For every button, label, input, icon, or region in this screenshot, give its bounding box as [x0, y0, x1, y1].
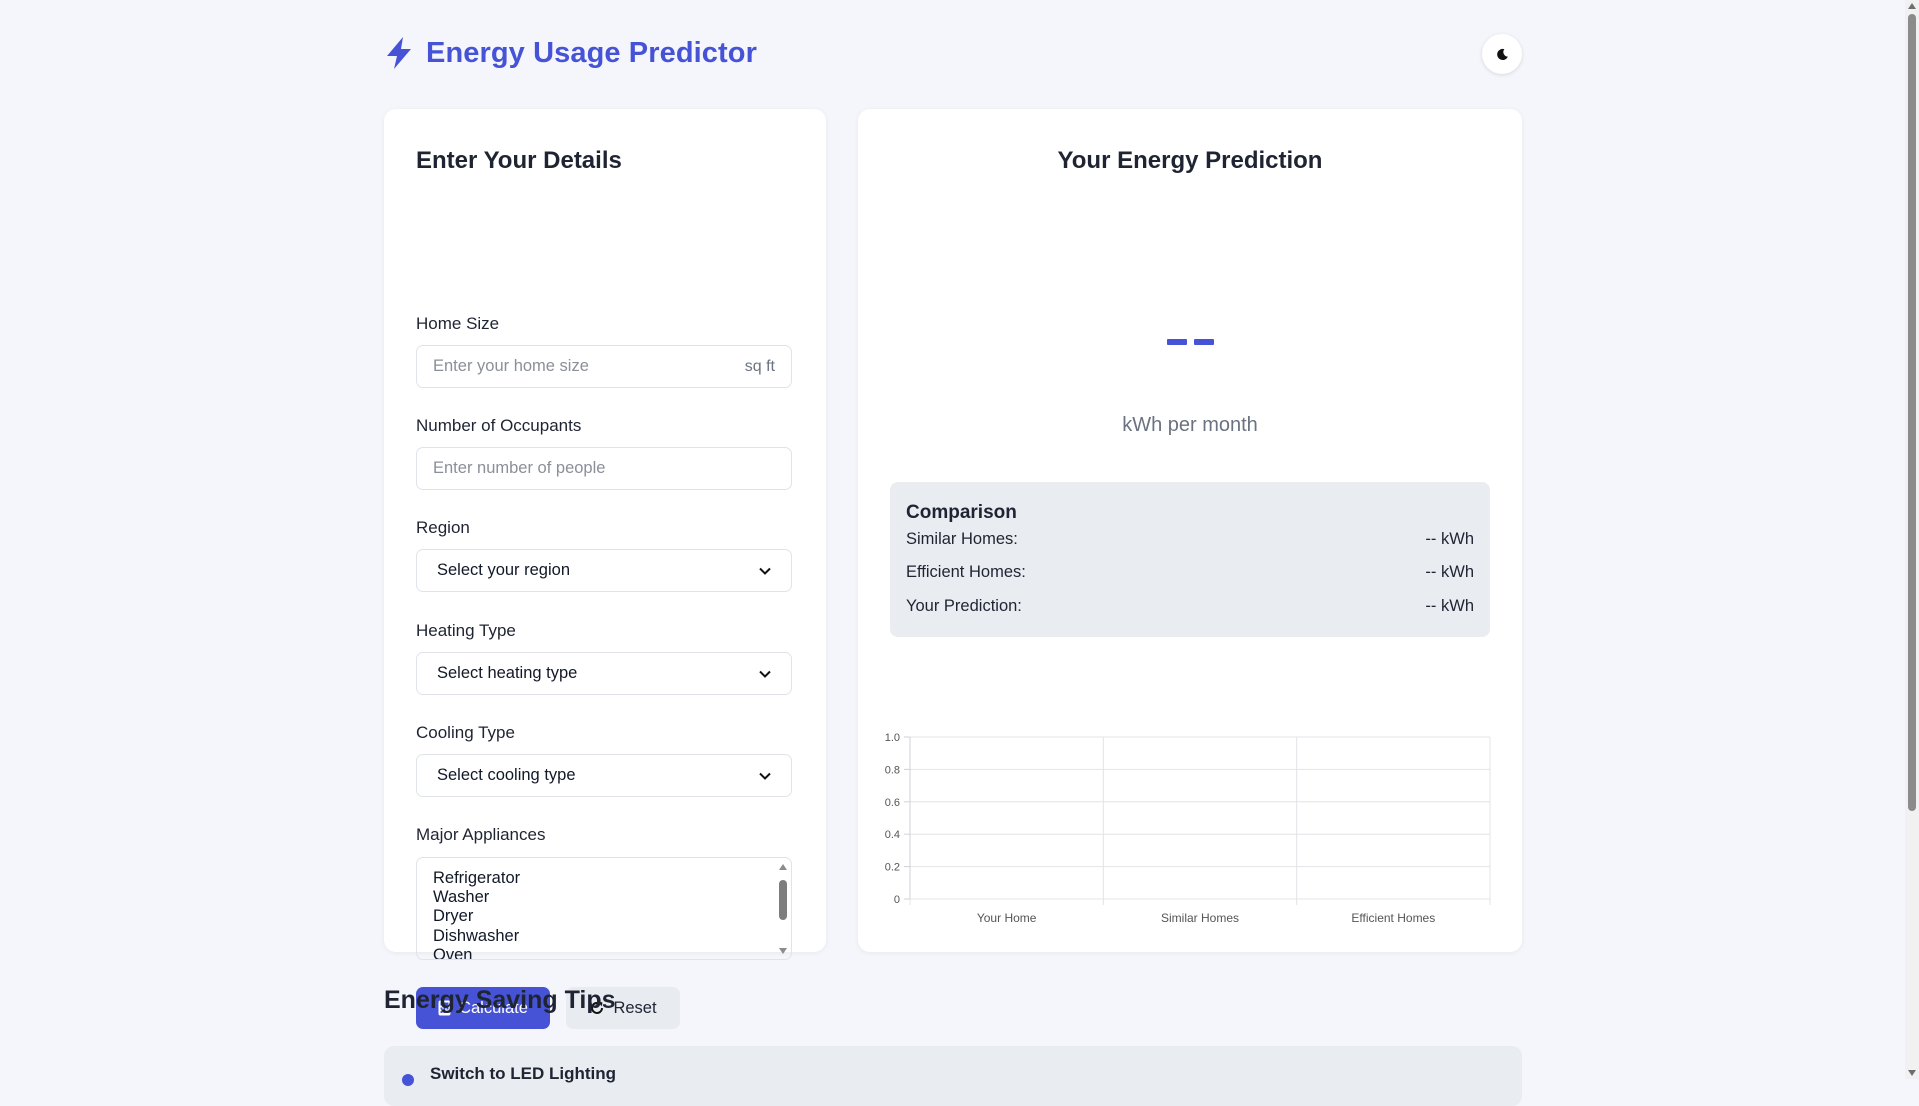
scroll-up-icon[interactable] [1908, 3, 1916, 9]
comparison-title: Comparison [906, 502, 1017, 523]
bolt-icon [384, 36, 414, 70]
appliances-options: Refrigerator Washer Dryer Dishwasher Oven [433, 869, 521, 960]
home-size-input[interactable]: Enter your home size sq ft [416, 345, 792, 388]
scroll-up-icon[interactable] [779, 864, 787, 870]
heating-selected: Select heating type [437, 664, 578, 682]
heating-label: Heating Type [416, 621, 516, 640]
reset-label: Reset [613, 998, 657, 1017]
appliance-option[interactable]: Dishwasher [433, 926, 520, 945]
chart-svg: 0 0.2 0.4 0.6 0.8 1.0 Your Home Similar Homes Ef… [885, 732, 1491, 925]
y-tick-label: 0.8 [885, 764, 900, 776]
tip-bullet-icon [402, 1074, 414, 1086]
tips-title: Energy Saving Tips [384, 986, 616, 1014]
prediction-unit: kWh per month [1122, 414, 1258, 436]
scroll-thumb[interactable] [779, 880, 787, 920]
form-title: Enter Your Details [416, 147, 622, 174]
comparison-label: Efficient Homes: [906, 563, 1026, 581]
scroll-down-icon[interactable] [1908, 1070, 1916, 1076]
comparison-label: Your Prediction: [906, 597, 1022, 615]
page-scroll-thumb[interactable] [1908, 14, 1916, 811]
logo: Energy Usage Predictor [384, 36, 757, 70]
y-tick-label: 1.0 [885, 732, 900, 744]
chevron-down-icon [759, 772, 771, 780]
comparison-value: -- kWh [1425, 597, 1474, 615]
prediction-title: Your Energy Prediction [1057, 147, 1323, 174]
comparison-value: -- kWh [1425, 563, 1474, 581]
comparison-value: -- kWh [1425, 530, 1474, 548]
appliance-option[interactable]: Oven [433, 945, 473, 960]
comparison-chart: 0 0.2 0.4 0.6 0.8 1.0 Your Home Similar Homes Ef… [882, 719, 1502, 934]
y-tick-label: 0.2 [885, 862, 900, 874]
chevron-down-icon [759, 567, 771, 575]
comparison-label: Similar Homes: [906, 530, 1018, 548]
details-form-card: Enter Your Details Home Size Enter your … [384, 109, 826, 1029]
reset-button[interactable]: Reset [566, 987, 680, 1029]
cooling-selected: Select cooling type [437, 766, 576, 784]
scroll-down-icon[interactable] [779, 948, 787, 954]
comparison-row-efficient: Efficient Homes: -- kWh [906, 563, 1474, 582]
x-tick-label: Efficient Homes [1351, 911, 1435, 925]
refresh-icon [591, 1001, 604, 1014]
home-size-placeholder: Enter your home size [433, 357, 589, 375]
appliances-listbox[interactable]: Refrigerator Washer Dryer Dishwasher Oven [416, 857, 792, 960]
appliance-option[interactable]: Washer [433, 888, 490, 907]
cooling-label: Cooling Type [416, 723, 515, 742]
chevron-down-icon [759, 670, 771, 678]
y-tick-label: 0.4 [885, 829, 900, 841]
moon-icon [1496, 48, 1508, 60]
calculator-icon [438, 1000, 451, 1016]
comparison-row-yours: Your Prediction: -- kWh [906, 597, 1474, 616]
home-size-label: Home Size [416, 314, 500, 333]
region-selected: Select your region [437, 561, 570, 579]
app-title: Energy Usage Predictor [426, 36, 757, 69]
x-tick-label: Similar Homes [1161, 911, 1239, 925]
tip-item[interactable]: Switch to LED Lighting [384, 1046, 1522, 1106]
theme-toggle-button[interactable] [1482, 34, 1522, 74]
x-tick-label: Your Home [977, 911, 1037, 925]
cooling-select[interactable]: Select cooling type [416, 754, 792, 797]
occupants-placeholder: Enter number of people [433, 459, 606, 477]
comparison-row-similar: Similar Homes: -- kWh [906, 530, 1474, 549]
heating-select[interactable]: Select heating type [416, 652, 792, 695]
calculate-button[interactable]: Calculate [416, 987, 550, 1029]
region-select[interactable]: Select your region [416, 549, 792, 592]
occupants-label: Number of Occupants [416, 416, 582, 435]
page-scrollbar[interactable] [1905, 0, 1919, 1079]
prediction-value [858, 339, 1522, 345]
region-label: Region [416, 518, 470, 537]
comparison-panel: Comparison Similar Homes: -- kWh Efficie… [890, 482, 1490, 637]
appliance-option[interactable]: Dryer [433, 907, 474, 926]
page: Energy Usage Predictor Enter Your Detail… [384, 30, 1522, 1106]
home-size-unit: sq ft [744, 357, 775, 375]
header: Energy Usage Predictor [384, 30, 1522, 78]
listbox-scrollbar[interactable] [778, 862, 788, 956]
calculate-label: Calculate [459, 998, 528, 1017]
prediction-card: Your Energy Prediction -- kWh per month … [858, 109, 1522, 952]
y-tick-label: 0.6 [885, 797, 900, 809]
appliance-option[interactable]: Refrigerator [433, 869, 521, 887]
appliances-label: Major Appliances [416, 825, 546, 844]
occupants-input[interactable]: Enter number of people [416, 447, 792, 490]
y-tick-label: 0 [894, 894, 900, 906]
tip-title: Switch to LED Lighting [430, 1064, 617, 1083]
